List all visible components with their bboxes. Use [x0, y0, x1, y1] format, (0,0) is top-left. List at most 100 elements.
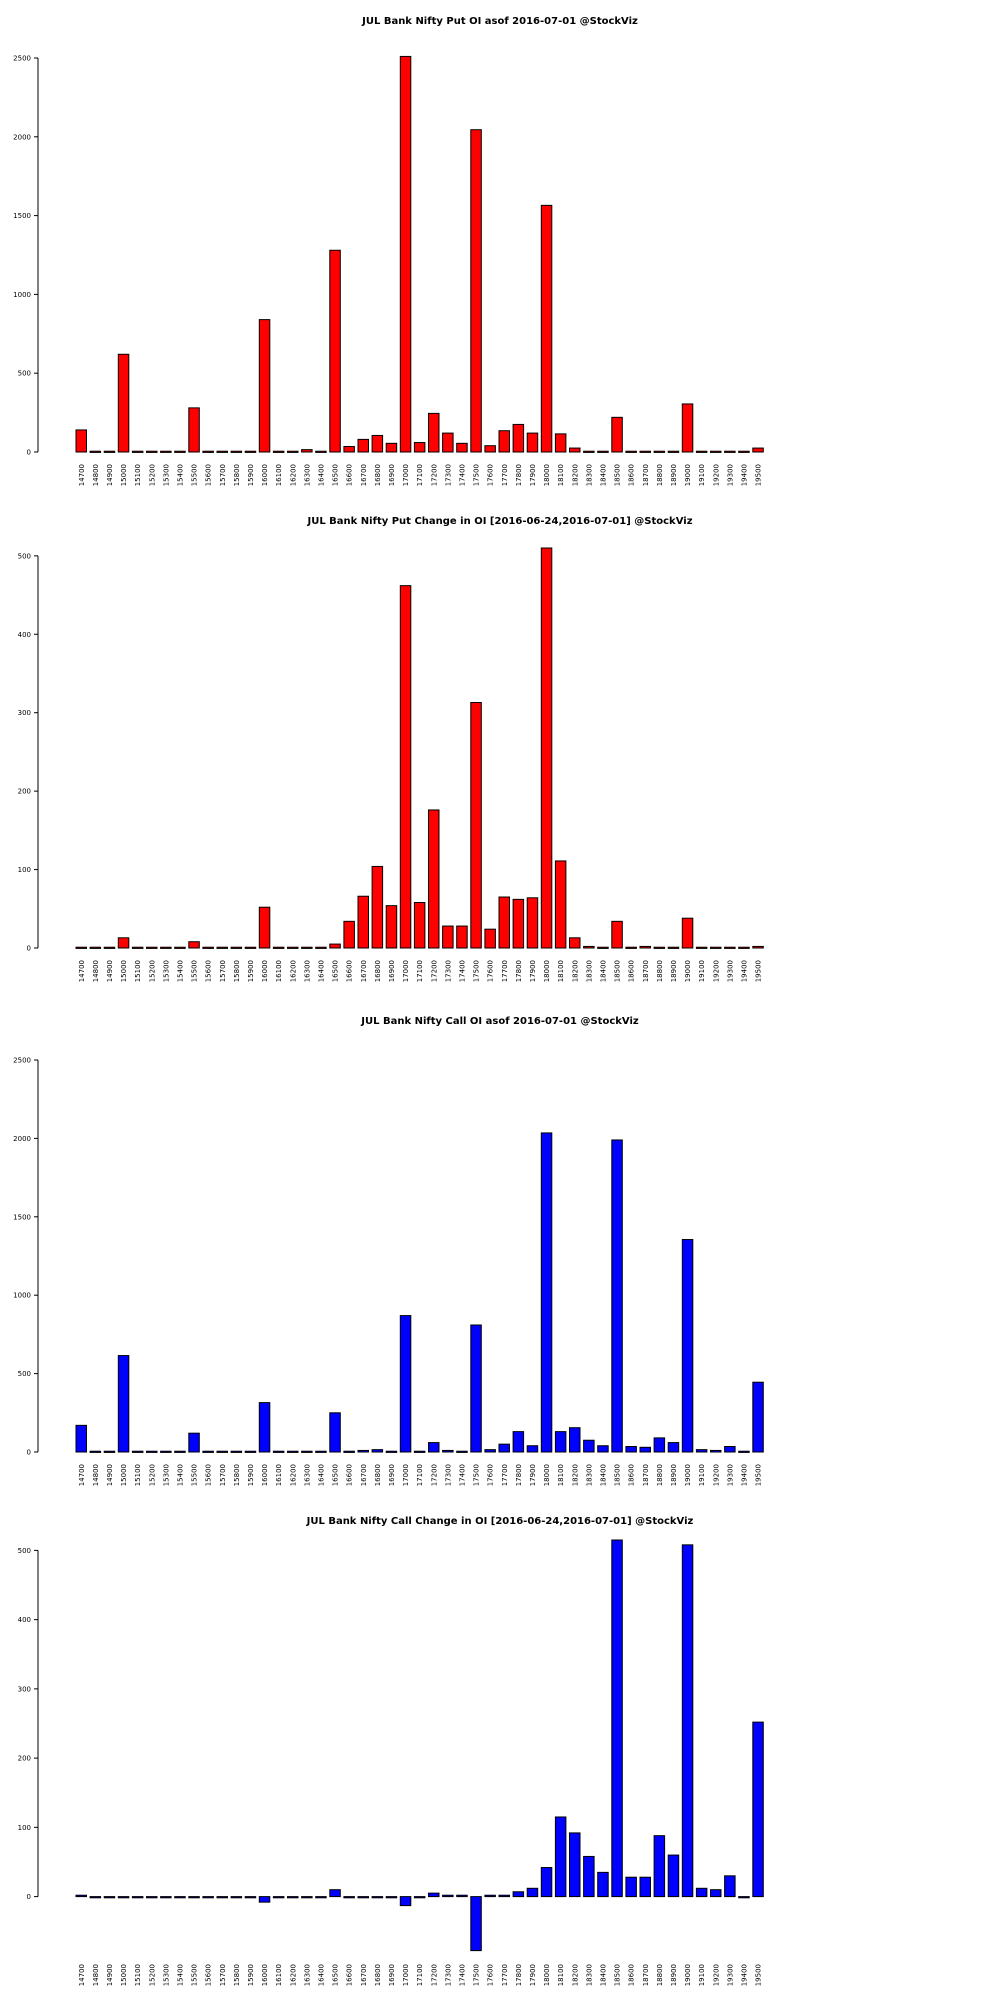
x-tick-label: 15500: [191, 960, 199, 982]
x-tick-label: 16700: [360, 1964, 368, 1986]
chart-call-oi: JUL Bank Nifty Call OI asof 2016-07-01 @…: [13, 1016, 764, 1486]
x-tick-label: 16100: [275, 1964, 283, 1986]
x-tick-label: 15300: [162, 1964, 170, 1986]
y-tick-label: 500: [18, 1547, 31, 1555]
x-tick-label: 18400: [599, 464, 607, 486]
x-tick-label: 18900: [670, 1464, 678, 1486]
x-tick-label: 17800: [515, 464, 523, 486]
x-tick-label: 19200: [712, 1964, 720, 1986]
x-tick-label: 16200: [289, 1964, 297, 1986]
bar-15500: [188, 1432, 200, 1453]
bar-17000: [399, 585, 412, 949]
x-tick-label: 17400: [458, 1464, 466, 1486]
bar-18600: [625, 1446, 637, 1453]
x-tick-label: 18200: [571, 1464, 579, 1486]
x-tick-label: 16900: [388, 1464, 396, 1486]
x-tick-label: 19000: [684, 1464, 692, 1486]
x-tick-label: 18400: [599, 1964, 607, 1986]
x-tick-label: 15100: [134, 1964, 142, 1986]
bar-17400: [456, 1450, 468, 1453]
bar-15400: [174, 946, 186, 949]
y-tick-label: 1000: [13, 291, 31, 299]
x-tick-label: 16900: [388, 464, 396, 486]
bar-18000: [540, 1132, 553, 1453]
x-tick-label: 16500: [332, 960, 340, 982]
x-tick-label: 18300: [585, 1964, 593, 1986]
x-tick-label: 19300: [726, 1964, 734, 1986]
bar-15400: [174, 450, 186, 453]
x-tick-label: 17500: [473, 1964, 481, 1986]
bar-19200: [710, 1449, 722, 1453]
x-tick-label: 15800: [233, 960, 241, 982]
x-tick-label: 17200: [430, 1964, 438, 1986]
bar-17900: [526, 1445, 539, 1453]
bar-15700: [216, 1896, 228, 1899]
bar-18700: [639, 1876, 651, 1898]
x-tick-label: 18100: [557, 1464, 565, 1486]
bar-15200: [146, 1896, 158, 1899]
bar-16800: [371, 865, 384, 949]
bar-15200: [146, 946, 158, 949]
x-tick-label: 16300: [303, 1964, 311, 1986]
y-tick-label: 0: [27, 1449, 31, 1457]
x-tick-label: 17700: [501, 464, 509, 486]
x-tick-label: 14700: [78, 1464, 86, 1486]
bar-16400: [315, 946, 327, 949]
bar-18200: [569, 937, 581, 949]
x-tick-label: 19200: [712, 464, 720, 486]
bar-16300: [301, 449, 313, 453]
x-tick-label: 15200: [148, 464, 156, 486]
bar-17000: [399, 1896, 412, 1907]
x-tick-label: 16700: [360, 1464, 368, 1486]
x-tick-label: 15000: [120, 1464, 128, 1486]
x-tick-label: 19500: [755, 960, 763, 982]
x-tick-label: 18700: [642, 1464, 650, 1486]
x-tick-label: 16200: [289, 1464, 297, 1486]
x-tick-label: 16700: [360, 464, 368, 486]
x-tick-label: 15900: [247, 1964, 255, 1986]
x-tick-label: 15500: [191, 1964, 199, 1986]
bar-18600: [625, 450, 637, 453]
x-tick-label: 15000: [120, 1964, 128, 1986]
bar-17300: [442, 432, 454, 453]
x-tick-label: 16600: [346, 1464, 354, 1486]
bar-16500: [329, 1889, 341, 1898]
bar-17500: [470, 129, 482, 453]
x-tick-label: 18900: [670, 1964, 678, 1986]
bar-16400: [315, 450, 327, 453]
bar-16600: [343, 1896, 355, 1899]
x-tick-label: 17000: [402, 960, 410, 982]
bar-18000: [540, 204, 553, 453]
x-tick-label: 17400: [458, 464, 466, 486]
bar-15300: [160, 450, 172, 453]
x-tick-label: 15600: [205, 960, 213, 982]
x-tick-label: 18800: [656, 960, 664, 982]
x-tick-label: 15700: [219, 464, 227, 486]
bar-18700: [639, 1446, 651, 1453]
bar-15500: [188, 1896, 200, 1899]
bar-19100: [695, 1887, 708, 1898]
x-tick-label: 18600: [628, 1464, 636, 1486]
x-tick-label: 17300: [444, 1964, 452, 1986]
bar-17000: [399, 1315, 412, 1453]
x-tick-label: 16900: [388, 960, 396, 982]
bar-16000: [258, 906, 271, 949]
bar-18500: [611, 416, 623, 453]
bar-16600: [343, 445, 355, 453]
x-tick-label: 17400: [458, 960, 466, 982]
bar-15500: [188, 941, 200, 949]
bar-18900: [667, 1442, 680, 1453]
bar-17800: [512, 1431, 525, 1453]
x-tick-label: 19400: [740, 464, 748, 486]
bar-15800: [230, 1450, 243, 1453]
y-tick-label: 200: [18, 788, 31, 796]
bar-17300: [442, 925, 454, 949]
x-tick-label: 18200: [571, 464, 579, 486]
bar-19100: [695, 946, 708, 949]
bar-15600: [202, 946, 214, 949]
bar-17700: [498, 1894, 510, 1898]
bar-16900: [385, 1450, 398, 1453]
bar-16000: [258, 1402, 271, 1453]
bar-19500: [752, 447, 764, 453]
bar-17800: [512, 898, 525, 949]
